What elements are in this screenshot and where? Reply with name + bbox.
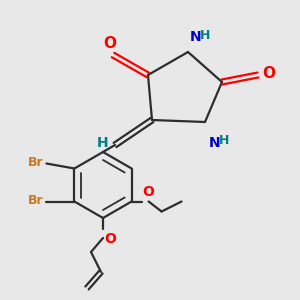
Text: O: O [104,232,116,246]
Text: N: N [209,136,220,150]
Text: O: O [103,36,116,51]
Text: H: H [97,136,109,150]
Text: H: H [219,134,230,147]
Text: O: O [142,185,154,200]
Text: Br: Br [28,156,44,169]
Text: N: N [190,30,202,44]
Text: H: H [200,29,210,42]
Text: O: O [262,67,275,82]
Text: Br: Br [28,194,44,207]
